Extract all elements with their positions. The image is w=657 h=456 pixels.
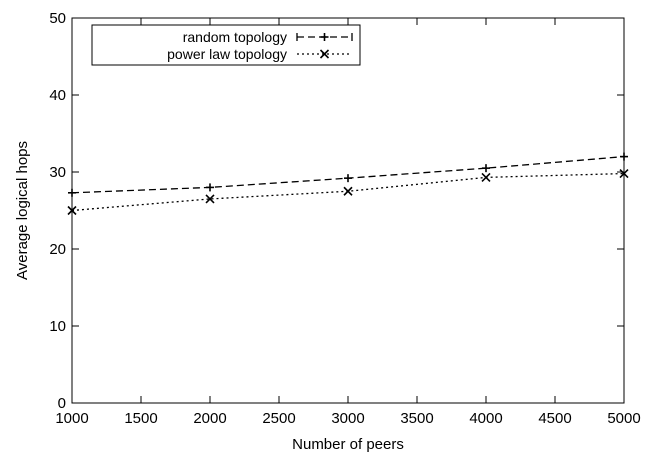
data-point-series-1 <box>68 188 76 197</box>
y-tick-label: 20 <box>49 241 66 258</box>
legend-marker <box>319 49 330 59</box>
x-axis-title: Number of peers <box>292 436 404 453</box>
x-tick-label: 2000 <box>193 410 226 427</box>
axis-ticks: 1000 1500 2000 2500 3000 3500 4000 4500 5000 0 10 2… <box>49 10 640 427</box>
x-tick-label: 3500 <box>400 410 433 427</box>
legend-label: random topology <box>183 29 287 45</box>
x-tick-label: 1000 <box>55 410 88 427</box>
plot-area <box>71 17 625 404</box>
data-point-series-1 <box>482 164 490 173</box>
plot-frame <box>71 17 625 404</box>
y-tick-label: 10 <box>49 318 66 335</box>
legend-marker <box>320 33 329 41</box>
y-tick-label: 30 <box>49 164 66 181</box>
x-tick-label: 5000 <box>607 410 640 427</box>
data-point-series-1 <box>344 174 352 183</box>
legend-label: power law topology <box>167 46 287 62</box>
x-tick-label: 2500 <box>262 410 295 427</box>
x-tick-label: 4500 <box>538 410 571 427</box>
data-point-series-2 <box>67 205 77 216</box>
data-point-series-1 <box>206 183 214 192</box>
x-tick-label: 3000 <box>331 410 364 427</box>
data-point-series-2 <box>481 172 491 182</box>
data-point-series-2 <box>343 186 353 196</box>
data-point-series-2 <box>619 168 629 179</box>
y-tick-label: 50 <box>49 10 66 27</box>
x-tick-label: 4000 <box>469 410 502 427</box>
y-tick-label: 0 <box>58 395 66 412</box>
y-tick-label: 40 <box>49 87 66 104</box>
y-axis-title: Average logical hops <box>14 141 31 280</box>
legend-box <box>91 24 361 66</box>
data-point-series-2 <box>205 194 215 204</box>
series-lines <box>67 152 629 216</box>
data-point-series-1 <box>620 152 628 161</box>
x-tick-label: 1500 <box>124 410 157 427</box>
